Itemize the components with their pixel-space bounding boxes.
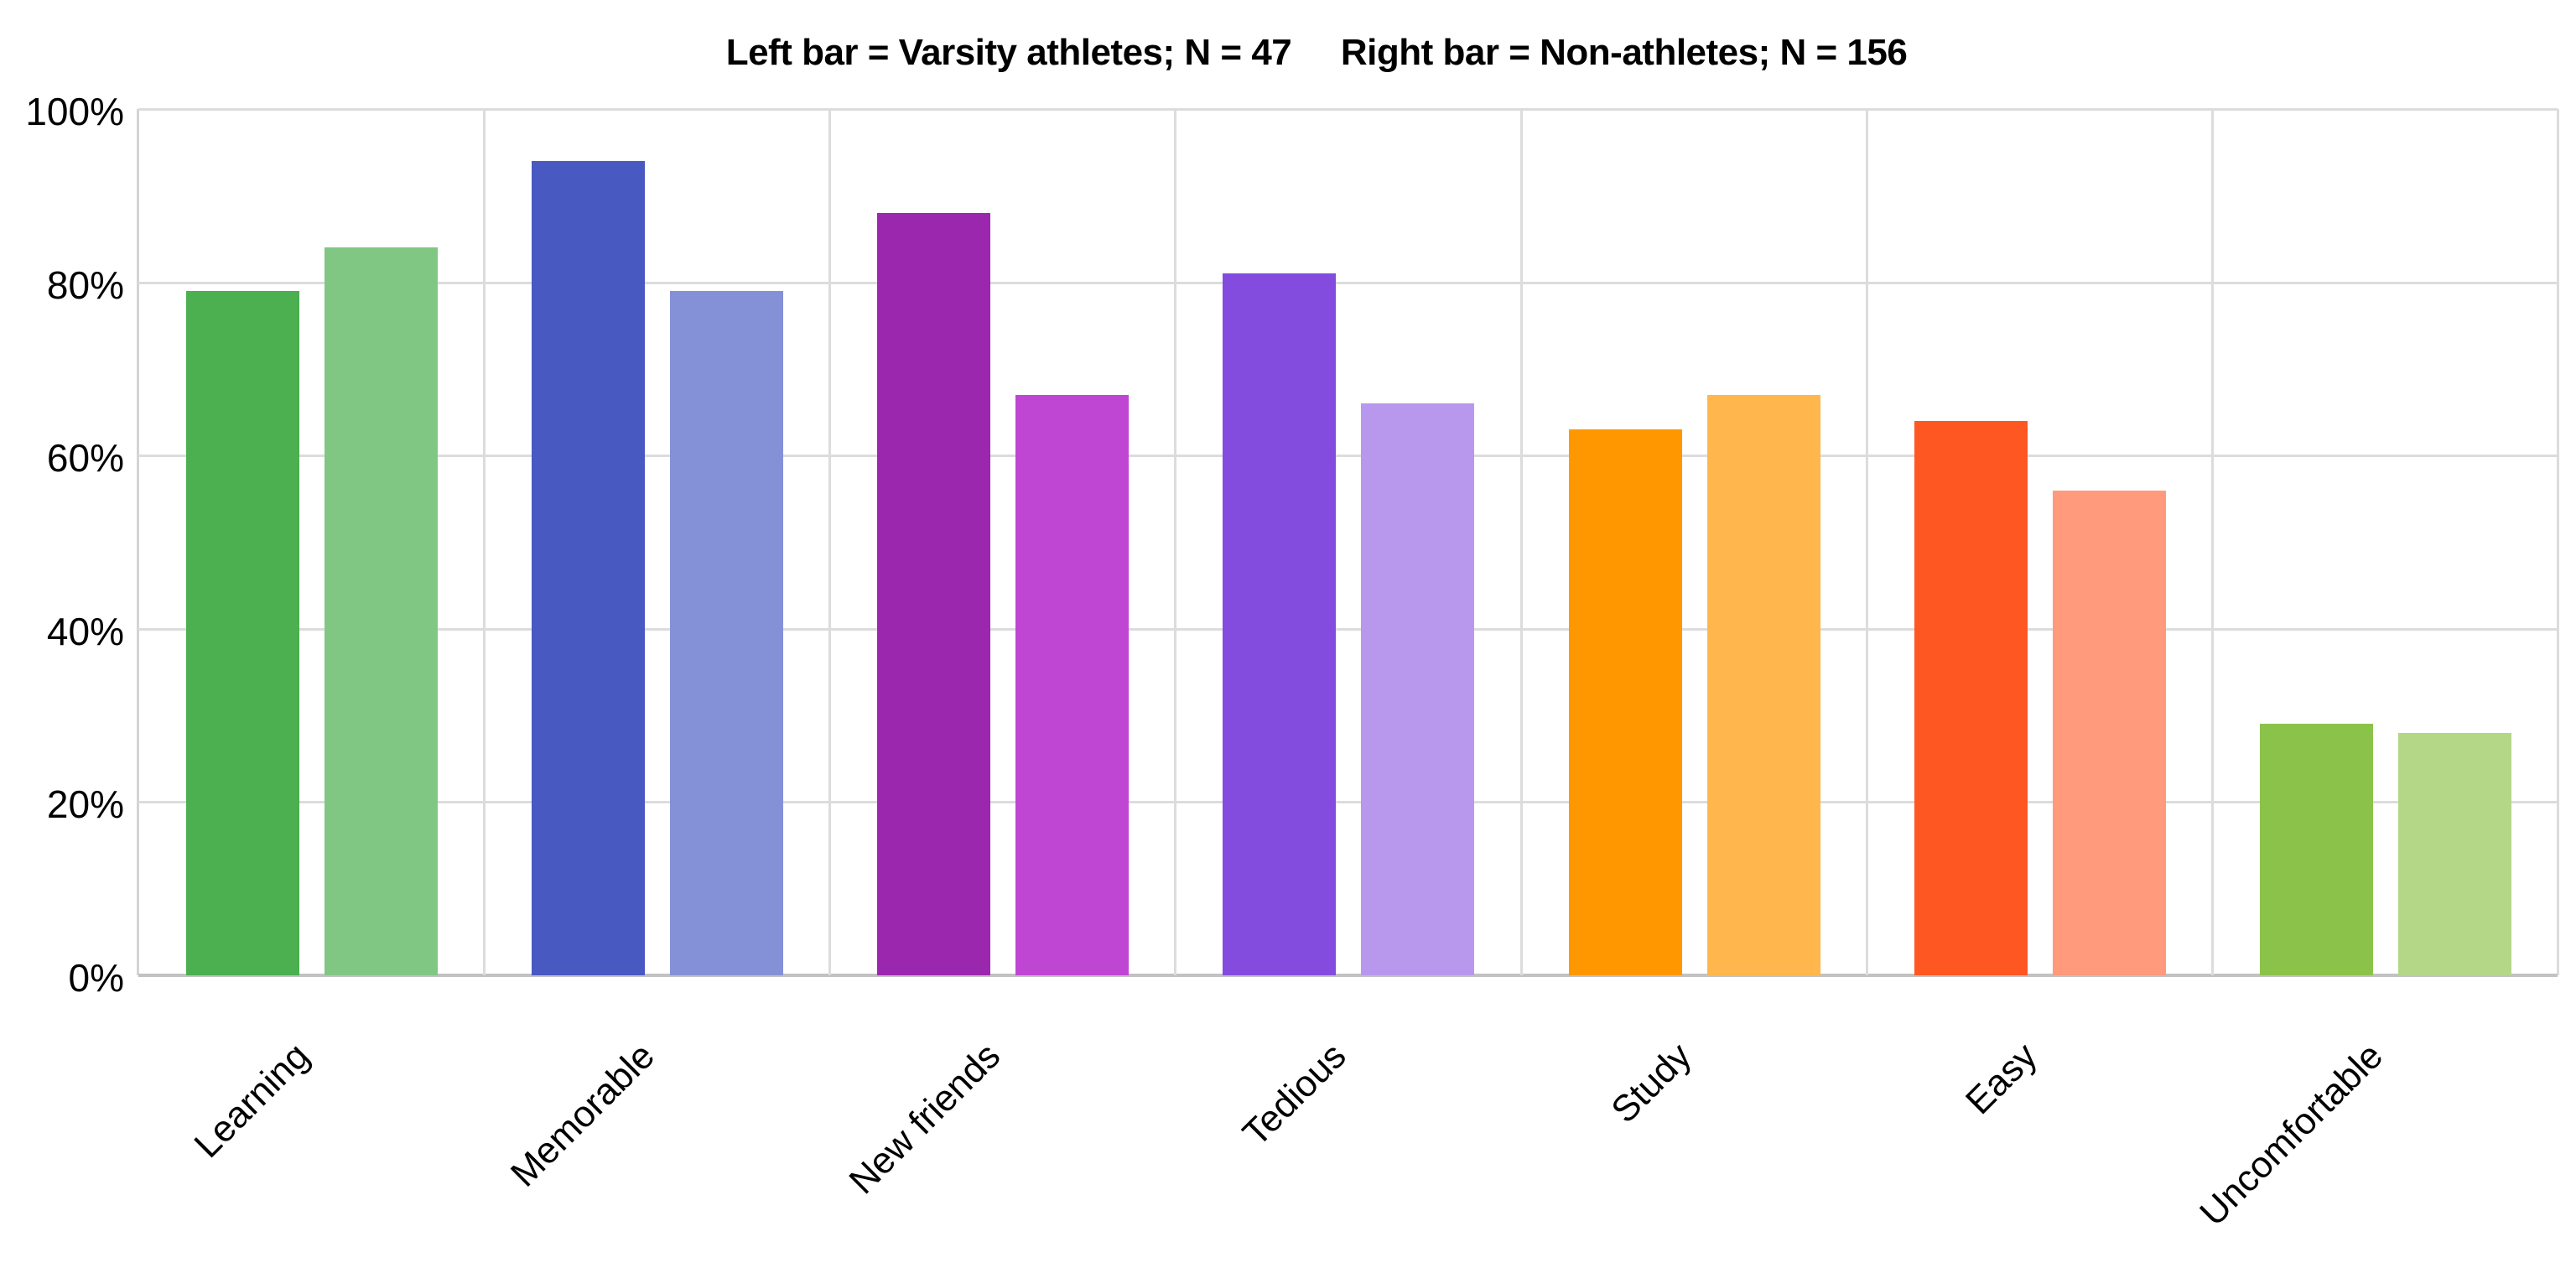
group-divider bbox=[483, 109, 486, 975]
y-tick-label: 80% bbox=[46, 262, 124, 307]
x-tick-label: New friends bbox=[841, 1035, 1009, 1203]
group-divider bbox=[2210, 109, 2214, 975]
y-tick-label: 20% bbox=[46, 782, 124, 827]
bar-learning-non-athletes bbox=[325, 247, 438, 975]
gridline-20pct bbox=[138, 801, 2558, 804]
bar-uncomfortable-varsity bbox=[2259, 724, 2373, 975]
bar-easy-non-athletes bbox=[2052, 490, 2166, 975]
x-tick-label: Study bbox=[1602, 1035, 1700, 1131]
bar-learning-varsity bbox=[186, 290, 299, 975]
gridline-40pct bbox=[138, 627, 2558, 631]
bar-study-non-athletes bbox=[1706, 394, 1820, 975]
x-tick-label: Tedious bbox=[1234, 1035, 1354, 1155]
y-tick-label: 100% bbox=[25, 90, 124, 133]
x-tick-label: Learning bbox=[186, 1035, 318, 1167]
gridline-100pct bbox=[138, 108, 2558, 111]
x-tick-label: Uncomfortable bbox=[2192, 1035, 2392, 1234]
chart-title: Left bar = Varsity athletes; N = 47 Righ… bbox=[725, 32, 1908, 73]
y-tick-label: 0% bbox=[68, 956, 124, 1000]
bar-new-friends-varsity bbox=[877, 212, 991, 975]
group-divider bbox=[828, 109, 832, 975]
group-divider bbox=[1865, 109, 1868, 975]
group-divider bbox=[1174, 109, 1177, 975]
y-axis-line bbox=[137, 109, 139, 975]
group-divider bbox=[1519, 109, 1523, 975]
gridline-60pct bbox=[138, 455, 2558, 458]
y-tick-label: 60% bbox=[46, 436, 124, 481]
x-axis-line bbox=[138, 974, 2558, 977]
y-tick-label: 40% bbox=[46, 609, 124, 653]
gridline-80pct bbox=[138, 281, 2558, 284]
bar-uncomfortable-non-athletes bbox=[2397, 732, 2511, 975]
plot-area bbox=[137, 108, 2559, 977]
plot-right-border bbox=[2557, 109, 2559, 975]
x-tick-label: Memorable bbox=[502, 1035, 663, 1195]
bar-tedious-varsity bbox=[1223, 273, 1337, 975]
bar-study-varsity bbox=[1568, 429, 1682, 975]
x-tick-label: Easy bbox=[1957, 1035, 2045, 1123]
bar-memorable-varsity bbox=[532, 160, 646, 975]
bar-new-friends-non-athletes bbox=[1015, 394, 1130, 975]
bar-tedious-non-athletes bbox=[1361, 403, 1475, 975]
bar-easy-varsity bbox=[1914, 420, 2028, 975]
bar-memorable-non-athletes bbox=[670, 290, 784, 975]
